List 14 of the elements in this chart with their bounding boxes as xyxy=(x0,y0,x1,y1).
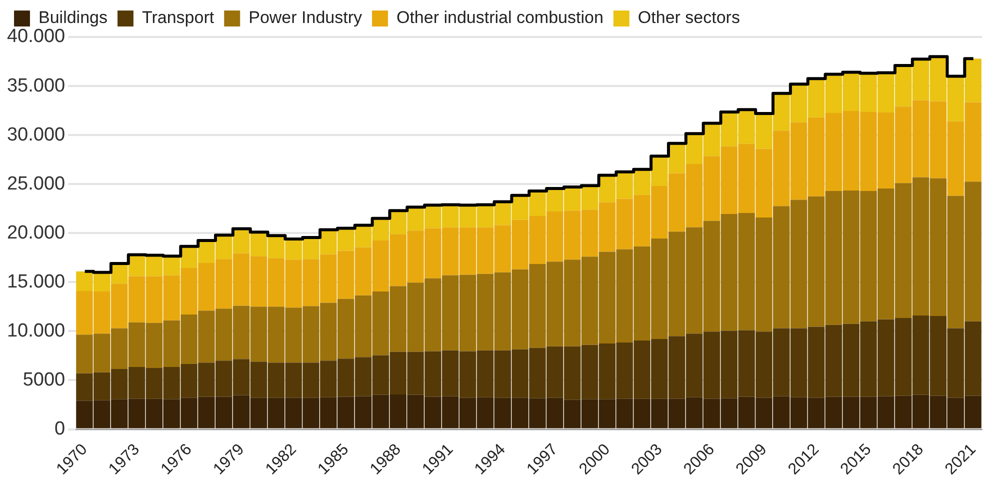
legend-label: Other industrial combustion xyxy=(396,8,604,28)
legend-label: Power Industry xyxy=(248,8,362,28)
y-tick-label: 20.000 xyxy=(6,222,66,244)
y-tick-label: 15.000 xyxy=(6,271,66,292)
y-tick-label: 5000 xyxy=(22,369,66,390)
legend-label: Transport xyxy=(142,8,214,28)
y-tick-label: 10.000 xyxy=(6,320,66,342)
y-tick-label: 40.000 xyxy=(6,26,66,48)
y-tick-label: 30.000 xyxy=(6,124,66,146)
y-tick-label: 25.000 xyxy=(6,173,66,194)
y-tick-label: 35.000 xyxy=(6,75,66,96)
y-tick-label: 0 xyxy=(54,418,66,440)
legend-label: Buildings xyxy=(38,8,108,28)
legend-label: Other sectors xyxy=(638,8,740,28)
